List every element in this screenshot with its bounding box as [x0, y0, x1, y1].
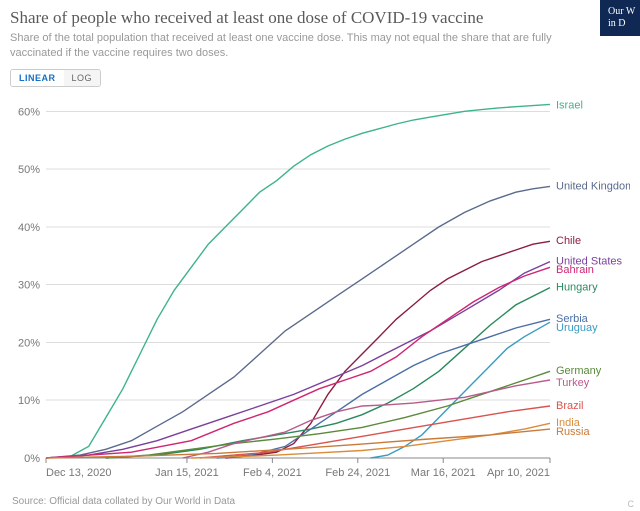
- y-tick-label: 10%: [18, 395, 40, 407]
- log-button[interactable]: LOG: [64, 70, 101, 86]
- series-bahrain[interactable]: [46, 267, 550, 458]
- x-tick-label: Dec 13, 2020: [46, 467, 111, 479]
- series-label-russia[interactable]: Russia: [556, 426, 591, 438]
- series-label-turkey[interactable]: Turkey: [556, 377, 590, 389]
- series-israel[interactable]: [67, 104, 550, 458]
- chart-area: 0% 10% 20% 30% 40% 50% 60% Dec 13, 2020 Jan 15, …: [10, 90, 630, 485]
- logo-line2: in D: [608, 18, 626, 29]
- series-label-israel[interactable]: Israel: [556, 99, 583, 111]
- chart-title: Share of people who received at least on…: [10, 8, 630, 28]
- y-tick-label: 50%: [18, 164, 40, 176]
- owid-logo: Our W in D: [600, 0, 640, 36]
- series-chile[interactable]: [225, 241, 550, 458]
- series-label-chile[interactable]: Chile: [556, 235, 581, 247]
- series-label-uruguay[interactable]: Uruguay: [556, 322, 598, 334]
- chart-subtitle: Share of the total population that recei…: [10, 31, 570, 61]
- x-tick-label: Feb 4, 2021: [243, 467, 302, 479]
- x-tick-label: Jan 15, 2021: [155, 467, 219, 479]
- series-brazil[interactable]: [200, 406, 550, 458]
- series-label-united-kingdom[interactable]: United Kingdom: [556, 180, 630, 192]
- logo-line1: Our W: [608, 6, 635, 17]
- source-footer: Source: Official data collated by Our Wo…: [12, 496, 235, 507]
- y-tick-label: 40%: [18, 222, 40, 234]
- series-label-germany[interactable]: Germany: [556, 365, 602, 377]
- y-tick-label: 0%: [24, 453, 40, 465]
- scale-toggle: LINEAR LOG: [10, 69, 101, 87]
- series-label-brazil[interactable]: Brazil: [556, 400, 584, 412]
- cc-icon: C: [628, 499, 635, 509]
- y-tick-label: 60%: [18, 106, 40, 118]
- series-united-states[interactable]: [46, 262, 550, 458]
- x-tick-label: Feb 24, 2021: [325, 467, 390, 479]
- linear-button[interactable]: LINEAR: [11, 70, 64, 86]
- x-tick-label: Mar 16, 2021: [411, 467, 476, 479]
- y-tick-label: 30%: [18, 280, 40, 292]
- series-label-hungary[interactable]: Hungary: [556, 281, 598, 293]
- y-tick-label: 20%: [18, 337, 40, 349]
- series-label-bahrain[interactable]: Bahrain: [556, 264, 594, 276]
- x-tick-label: Apr 10, 2021: [487, 467, 550, 479]
